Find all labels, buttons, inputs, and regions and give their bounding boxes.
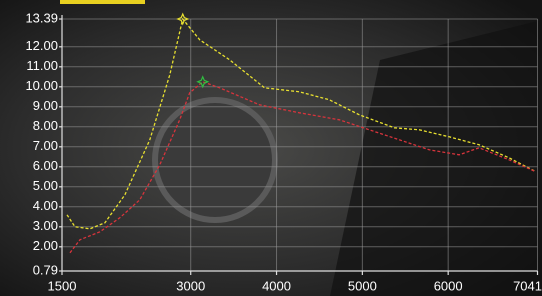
y-tick-label: 3.00 xyxy=(33,218,58,233)
x-tick-label: 5000 xyxy=(348,278,377,293)
y-tick-label: 11.00 xyxy=(26,58,58,73)
y-tick-label: 13.39 xyxy=(25,10,58,25)
y-tick-label: 2.00 xyxy=(33,238,58,253)
y-tick-label: 7.00 xyxy=(33,138,58,153)
y-tick-label: 9.00 xyxy=(33,98,58,113)
tab-strip xyxy=(60,0,145,4)
y-tick-label: 10.00 xyxy=(25,78,58,93)
x-tick-label: 4000 xyxy=(262,278,291,293)
background-shape xyxy=(155,100,275,220)
x-tick-label: 3000 xyxy=(176,278,205,293)
y-tick-label: 12.00 xyxy=(25,38,58,53)
x-tick-label: 6000 xyxy=(434,278,463,293)
y-tick-label: 5.00 xyxy=(33,178,58,193)
x-tick-label: 1500 xyxy=(48,278,77,293)
y-tick-label: 6.00 xyxy=(33,158,58,173)
x-tick-label: 7041 xyxy=(513,278,542,293)
chart: 0.79 2.00 3.00 4.00 5.00 6.00 7.00 8.00 9.00 10.0… xyxy=(0,0,542,296)
y-tick-label: 8.00 xyxy=(33,118,58,133)
y-tick-label: 0.79 xyxy=(33,262,58,277)
y-tick-label: 4.00 xyxy=(33,198,58,213)
